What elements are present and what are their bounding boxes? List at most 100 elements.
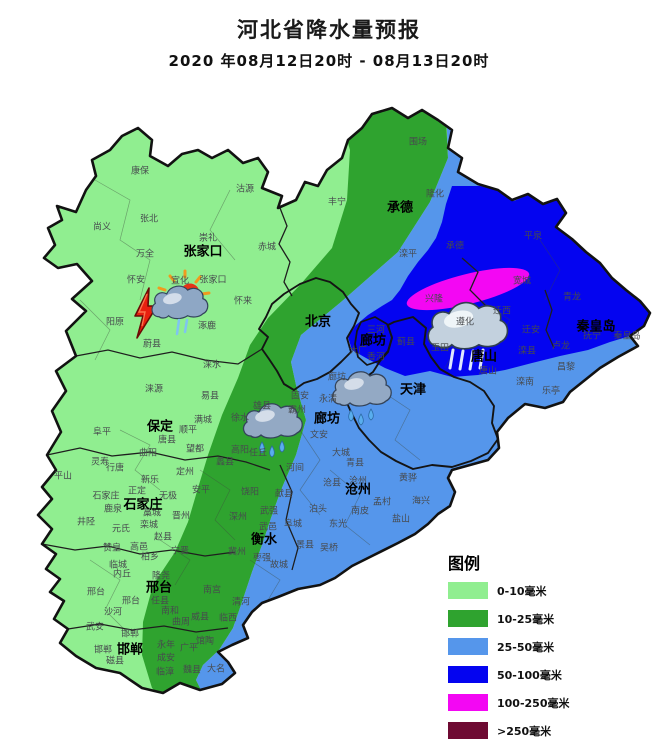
county-label: 怀来	[234, 295, 252, 307]
county-label: 邯郸	[94, 644, 112, 656]
county-label: 永年	[157, 639, 175, 651]
county-label: 阜城	[284, 518, 302, 530]
county-label: 元氏	[112, 524, 130, 535]
county-label: 威县	[191, 611, 209, 623]
county-label: 高阳	[231, 444, 249, 456]
county-label: 阳原	[106, 317, 124, 328]
county-label: 武邑	[259, 521, 277, 533]
county-label: 迁西	[493, 306, 511, 317]
county-label: 玉田	[431, 343, 449, 354]
county-label: 赵县	[154, 531, 172, 543]
city-label: 邯郸	[117, 642, 143, 658]
county-label: 无极	[159, 490, 177, 502]
county-label: 东光	[329, 518, 347, 530]
city-label: 唐山	[471, 349, 497, 365]
county-label: 涿鹿	[198, 320, 216, 332]
county-label: 正定	[128, 485, 146, 497]
county-label: 枣强	[253, 553, 271, 564]
county-label: 井陉	[77, 516, 95, 528]
legend-color-swatch	[448, 638, 488, 655]
county-label: 滦平	[399, 248, 417, 260]
county-label: 孟村	[373, 496, 391, 508]
county-label: 石家庄	[92, 490, 119, 502]
legend-item: 10-25毫米	[448, 610, 570, 627]
county-label: 南宫	[203, 584, 221, 596]
legend-label: 50-100毫米	[497, 668, 562, 682]
county-label: 滦南	[516, 376, 534, 388]
county-label: 栾城	[140, 519, 158, 531]
county-label: 藁城	[143, 507, 161, 519]
legend-color-swatch	[448, 582, 488, 599]
county-label: 蔚县	[143, 338, 161, 350]
legend-color-swatch	[448, 722, 488, 739]
county-label: 邯郸	[121, 628, 139, 640]
county-label: 宽城	[513, 275, 531, 287]
county-label: 鹿泉	[104, 503, 122, 515]
county-label: 馆陶	[196, 635, 214, 647]
langfang-enclave-border	[354, 316, 393, 366]
county-label: 吴桥	[320, 542, 338, 554]
county-label: 怀安	[127, 274, 145, 286]
county-label: 宁晋	[171, 545, 189, 557]
county-label: 安平	[192, 484, 210, 496]
county-label: 深州	[229, 512, 247, 523]
map-legend: 图例 0-10毫米 10-25毫米 25-50毫米 50-100毫米 100-250毫米…	[448, 550, 570, 744]
county-label: 固安	[291, 390, 309, 402]
city-label: 张家口	[183, 244, 222, 260]
county-label: 任丘	[249, 447, 267, 459]
county-label: 廊坊	[328, 371, 346, 383]
county-label: 望都	[186, 443, 204, 455]
county-label: 满城	[194, 415, 212, 426]
county-label: 广平	[180, 642, 198, 654]
province-outline	[36, 106, 652, 695]
county-label: 兴隆	[425, 293, 443, 305]
legend-label: >250毫米	[497, 724, 552, 738]
county-label: 晋州	[172, 511, 190, 522]
county-label: 邢台	[122, 595, 140, 607]
county-label: 邢台	[87, 586, 105, 598]
city-label: 承德	[387, 200, 413, 216]
legend-label: 25-50毫米	[497, 640, 555, 654]
county-label: 卢龙	[552, 340, 570, 352]
county-label: 大名	[207, 663, 225, 675]
legend-label: 10-25毫米	[497, 612, 555, 626]
legend-item: 25-50毫米	[448, 638, 570, 655]
county-label: 沧县	[323, 477, 341, 489]
city-label: 衡水	[251, 532, 278, 548]
county-label: 南和	[161, 605, 179, 617]
county-label: 河间	[286, 462, 304, 474]
county-label: 大城	[332, 447, 350, 459]
county-label: 尚义	[93, 221, 111, 233]
legend-items: 0-10毫米 10-25毫米 25-50毫米 50-100毫米 100-250毫米 >25…	[448, 582, 570, 739]
county-label: 磁县	[106, 655, 124, 667]
county-label: 沙河	[104, 606, 122, 618]
county-label: 景县	[296, 540, 314, 551]
legend-color-swatch	[448, 610, 488, 627]
county-label: 成安	[157, 652, 175, 664]
county-label: 蓟县	[397, 336, 415, 348]
county-label: 涞源	[145, 384, 163, 395]
county-label: 沧州	[349, 475, 367, 487]
county-label: 滦县	[518, 345, 536, 357]
county-label: 张家口	[199, 274, 226, 286]
county-label: 曲阳	[139, 448, 157, 459]
county-label: 饶阳	[241, 486, 259, 498]
county-boundaries	[79, 179, 561, 636]
county-label: 蠡县	[216, 456, 234, 468]
county-label: 新乐	[141, 474, 159, 486]
county-label: 遵化	[456, 316, 474, 328]
county-label: 围场	[409, 137, 427, 148]
county-label: 徐水	[231, 412, 249, 424]
city-label: 北京	[305, 314, 331, 330]
city-label: 秦皇岛	[575, 319, 615, 335]
county-label: 三河	[367, 324, 385, 336]
legend-item: >250毫米	[448, 722, 570, 739]
county-label: 丰宁	[328, 196, 346, 208]
county-label: 泊头	[309, 504, 327, 515]
county-label: 易县	[201, 391, 219, 402]
county-label: 隆尧	[152, 570, 170, 582]
county-label: 海兴	[412, 495, 430, 507]
